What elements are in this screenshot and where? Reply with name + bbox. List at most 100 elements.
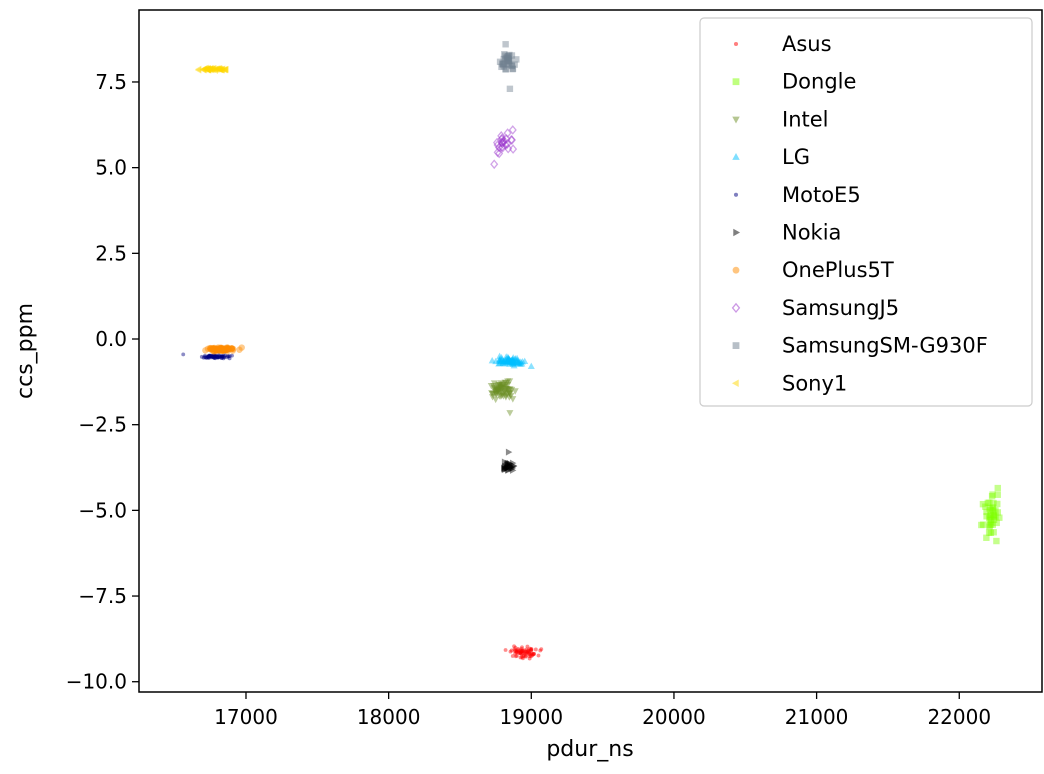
data-point (500, 60, 507, 67)
data-point (505, 357, 513, 364)
data-point (488, 394, 497, 401)
data-point (194, 66, 202, 74)
data-point (216, 65, 223, 73)
data-point (525, 644, 530, 649)
data-point (504, 356, 512, 363)
data-point (989, 521, 996, 528)
legend-marker (731, 379, 739, 388)
data-point (493, 388, 501, 395)
data-point (503, 465, 511, 473)
data-point (499, 384, 507, 391)
data-point (508, 465, 516, 473)
data-point (499, 60, 507, 68)
data-point (508, 52, 516, 59)
data-point (513, 357, 521, 364)
data-point (498, 382, 506, 389)
legend-label: SamsungJ5 (782, 296, 899, 320)
data-point (499, 384, 507, 392)
data-point (202, 64, 209, 72)
data-point (505, 52, 513, 60)
data-point (490, 385, 498, 392)
data-point (495, 360, 503, 367)
data-point (505, 356, 513, 363)
data-point (222, 346, 229, 354)
data-point (208, 354, 213, 359)
data-point (212, 346, 219, 353)
legend-marker (733, 228, 741, 237)
legend-marker (732, 266, 740, 274)
data-point (515, 360, 523, 367)
data-point (203, 66, 211, 74)
data-point (504, 381, 512, 389)
data-point (211, 354, 215, 359)
data-point (510, 654, 515, 658)
data-point (527, 649, 532, 654)
data-point (504, 461, 511, 469)
data-point (521, 656, 525, 661)
data-point (207, 65, 214, 73)
data-point (211, 65, 218, 73)
data-point (216, 355, 221, 360)
data-point (212, 353, 216, 358)
data-point (221, 346, 228, 353)
data-point (502, 380, 510, 387)
data-point (215, 346, 222, 354)
data-point (494, 386, 502, 393)
data-point (499, 60, 506, 67)
data-point (499, 393, 507, 400)
data-point (220, 66, 228, 74)
data-point (224, 345, 231, 353)
data-point (503, 53, 511, 61)
data-point (502, 388, 510, 395)
legend-marker (731, 302, 741, 313)
data-point (209, 344, 217, 352)
data-point (209, 345, 217, 353)
data-point (208, 353, 213, 358)
data-point (504, 386, 512, 393)
data-point (510, 462, 518, 470)
data-point (206, 344, 214, 352)
data-point (212, 347, 220, 354)
data-point (490, 383, 498, 390)
data-point (213, 354, 218, 358)
data-point (508, 62, 516, 69)
data-point (505, 53, 512, 60)
data-point (221, 346, 228, 354)
data-point (512, 358, 520, 366)
data-point (509, 65, 516, 73)
data-point (523, 651, 527, 656)
data-point (509, 360, 517, 367)
legend-item: Dongle (732, 70, 856, 94)
data-point (214, 345, 222, 352)
data-point (230, 353, 234, 358)
data-point (513, 654, 518, 659)
data-point (503, 464, 511, 472)
data-point (221, 356, 226, 361)
x-tick-label: 22000 (927, 705, 991, 729)
data-point (223, 346, 231, 353)
data-point (498, 384, 506, 391)
data-point (202, 65, 210, 73)
data-point (493, 387, 501, 395)
data-point (538, 648, 543, 653)
legend-label: LG (782, 145, 810, 169)
data-point (990, 499, 997, 507)
data-point (506, 360, 514, 367)
data-point (217, 347, 224, 354)
data-point (499, 137, 508, 148)
data-point (204, 66, 212, 74)
data-point (218, 66, 225, 74)
data-point (492, 357, 500, 365)
data-point (509, 396, 517, 403)
data-point (503, 358, 511, 365)
data-point (491, 388, 499, 395)
data-point (200, 65, 207, 73)
data-point (204, 64, 212, 72)
data-point (210, 355, 215, 359)
data-point (207, 354, 212, 359)
data-point (224, 344, 232, 352)
data-point (207, 353, 211, 358)
data-point (509, 354, 517, 361)
data-point (215, 354, 220, 359)
data-point (205, 65, 213, 73)
